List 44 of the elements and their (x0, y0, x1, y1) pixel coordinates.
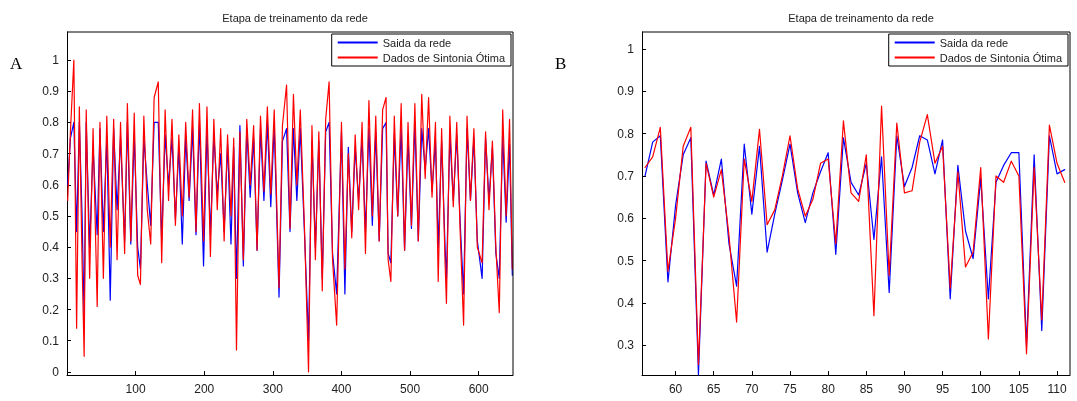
x-tick-label: 100 (970, 382, 992, 396)
legend-label: Dados de Sintonia Ótima (939, 51, 1063, 64)
chart-title: Etapa de treinamento da rede (788, 11, 934, 24)
chart-title: Etapa de treinamento da rede (222, 11, 368, 24)
y-tick-label: 0.6 (42, 177, 60, 192)
text: B (555, 54, 567, 73)
x-tick-label: 400 (331, 382, 352, 396)
x-tick-label: 90 (897, 382, 912, 396)
x-tick-label: 80 (821, 382, 836, 396)
x-tick-label: 70 (745, 382, 759, 396)
x-tick-label: 65 (707, 382, 721, 396)
y-tick-label: 1 (627, 41, 635, 56)
y-tick-label: 0.4 (42, 240, 60, 255)
y-tick-label: 1 (52, 53, 60, 68)
legend-label: Saida da rede (939, 36, 1009, 49)
y-tick-label: 0.5 (42, 208, 60, 223)
x-tick-label: 200 (194, 382, 215, 396)
y-tick-label: 0.2 (42, 302, 60, 317)
x-tick-label: 100 (125, 382, 146, 396)
text: A (10, 54, 23, 73)
y-tick-label: 0.1 (42, 333, 60, 348)
y-tick-label: 0 (52, 364, 60, 379)
legend-label: Saida da rede (382, 36, 452, 49)
y-tick-label: 0.3 (42, 271, 60, 286)
x-tick-label: 95 (935, 382, 950, 396)
x-tick-label: 500 (400, 382, 421, 396)
x-tick-label: 105 (1008, 382, 1030, 396)
x-tick-label: 60 (668, 382, 683, 396)
x-tick-label: 110 (1047, 382, 1067, 396)
x-tick-label: 600 (468, 382, 490, 396)
x-tick-label: 300 (262, 382, 284, 396)
y-tick-label: 0.7 (42, 146, 60, 161)
y-tick-label: 0.5 (617, 253, 635, 268)
y-tick-label: 0.7 (617, 168, 635, 183)
y-tick-label: 0.9 (42, 84, 60, 99)
x-tick-label: 85 (859, 382, 874, 396)
y-tick-label: 0.6 (617, 211, 635, 226)
y-tick-label: 0.8 (617, 126, 635, 141)
y-tick-label: 0.8 (42, 115, 60, 130)
y-tick-label: 0.3 (617, 338, 635, 353)
y-tick-label: 0.4 (617, 296, 635, 311)
y-tick-label: 0.9 (617, 84, 635, 99)
legend-label: Dados de Sintonia Ótima (382, 51, 506, 64)
x-tick-label: 75 (783, 382, 797, 396)
